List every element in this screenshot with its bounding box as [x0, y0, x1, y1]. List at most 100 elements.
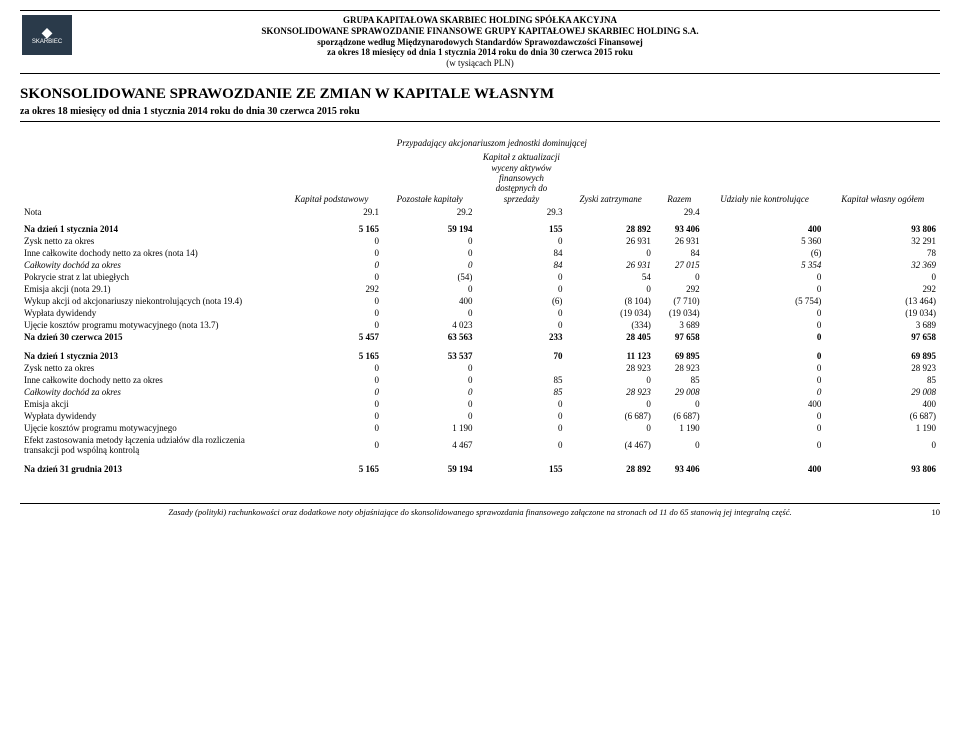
cell: 0: [704, 331, 826, 343]
cell: 0: [566, 374, 654, 386]
table-row: Ujęcie kosztów programu motywacyjnego (n…: [20, 319, 940, 331]
table-row: Na dzień 30 czerwca 20155 45763 56323328…: [20, 331, 940, 343]
row-label: Na dzień 1 stycznia 2013: [20, 343, 280, 362]
cell: 5 360: [704, 235, 826, 247]
cell: 26 931: [566, 259, 654, 271]
cell: 27 015: [655, 259, 704, 271]
row-label: Wypłata dywidendy: [20, 410, 280, 422]
cell: 85: [655, 374, 704, 386]
cell: 0: [655, 398, 704, 410]
cell: 0: [383, 307, 476, 319]
col-zyski: Zyski zatrzymane: [566, 150, 654, 206]
cell: 292: [280, 283, 383, 295]
cell: 0: [566, 283, 654, 295]
cell: 32 291: [825, 235, 940, 247]
cell: 4 023: [383, 319, 476, 331]
cell: 0: [704, 410, 826, 422]
cell: 0: [704, 283, 826, 295]
cell: 97 658: [825, 331, 940, 343]
cell: 400: [825, 398, 940, 410]
cell: 5 457: [280, 331, 383, 343]
cell: 5 354: [704, 259, 826, 271]
cell: 233: [476, 331, 566, 343]
cell: (19 034): [655, 307, 704, 319]
cell: 0: [476, 319, 566, 331]
cell: 0: [704, 343, 826, 362]
cell: (8 104): [566, 295, 654, 307]
subtitle: za okres 18 miesięcy od dnia 1 stycznia …: [20, 106, 940, 122]
cell: 1 190: [655, 422, 704, 434]
cell: 84: [476, 259, 566, 271]
cell: 0: [655, 271, 704, 283]
table-row: Całkowity dochód za okres008426 93127 01…: [20, 259, 940, 271]
col-razem: Razem: [655, 150, 704, 206]
cell: 0: [280, 374, 383, 386]
table-row: Całkowity dochód za okres008528 92329 00…: [20, 386, 940, 398]
cell: 84: [476, 247, 566, 259]
cell: 69 895: [655, 343, 704, 362]
cell: 54: [566, 271, 654, 283]
cell: 1 190: [383, 422, 476, 434]
cell: 3 689: [825, 319, 940, 331]
cell: 0: [566, 398, 654, 410]
col-span-dom: Przypadający akcjonariuszom jednostki do…: [280, 136, 704, 150]
cell: 28 923: [825, 362, 940, 374]
cell: 0: [476, 398, 566, 410]
table-row: Zysk netto za okres00026 93126 9315 3603…: [20, 235, 940, 247]
row-label: Zysk netto za okres: [20, 362, 280, 374]
cell: 29 008: [655, 386, 704, 398]
cell: 69 895: [825, 343, 940, 362]
cell: (4 467): [566, 434, 654, 456]
cell: 0: [825, 271, 940, 283]
cell: 0: [704, 386, 826, 398]
nota-label: Nota: [20, 206, 280, 223]
row-label: Na dzień 30 czerwca 2015: [20, 331, 280, 343]
cell: 0: [476, 271, 566, 283]
cell: 0: [566, 247, 654, 259]
page-number: 10: [932, 507, 941, 517]
header-rule: [20, 73, 940, 74]
table-row: Wypłata dywidendy000(6 687)(6 687)0(6 68…: [20, 410, 940, 422]
cell: (13 464): [825, 295, 940, 307]
row-label: Zysk netto za okres: [20, 235, 280, 247]
cell: 59 194: [383, 223, 476, 235]
cell: 400: [704, 456, 826, 475]
cell: 0: [280, 307, 383, 319]
cell: (6): [476, 295, 566, 307]
row-label: Na dzień 1 stycznia 2014: [20, 223, 280, 235]
col-kapital-podst: Kapitał podstawowy: [280, 150, 383, 206]
cell: 0: [476, 410, 566, 422]
table-row: Pokrycie strat z lat ubiegłych0(54)05400…: [20, 271, 940, 283]
cell: 155: [476, 223, 566, 235]
cell: (334): [566, 319, 654, 331]
cell: 292: [655, 283, 704, 295]
row-label: Emisja akcji: [20, 398, 280, 410]
table-row: Wykup akcji od akcjonariuszy niekontrolu…: [20, 295, 940, 307]
footer-text: Zasady (polityki) rachunkowości oraz dod…: [168, 507, 791, 517]
equity-table: Przypadający akcjonariuszom jednostki do…: [20, 136, 940, 475]
cell: 0: [655, 434, 704, 456]
row-label: Efekt zastosowania metody łączenia udzia…: [20, 434, 280, 456]
cell: 0: [280, 362, 383, 374]
cell: 0: [280, 235, 383, 247]
logo: ◆ SKARBIEC: [22, 15, 72, 55]
cell: 0: [280, 319, 383, 331]
footer: Zasady (polityki) rachunkowości oraz dod…: [20, 503, 940, 517]
cell: 59 194: [383, 456, 476, 475]
row-label: Na dzień 31 grudnia 2013: [20, 456, 280, 475]
cell: 0: [704, 434, 826, 456]
cell: (6 687): [825, 410, 940, 422]
table-row: Emisja akcji00000400400: [20, 398, 940, 410]
cell: 78: [825, 247, 940, 259]
cell: 85: [476, 374, 566, 386]
cell: 0: [280, 295, 383, 307]
row-label: Pokrycie strat z lat ubiegłych: [20, 271, 280, 283]
cell: 0: [476, 235, 566, 247]
cell: 0: [383, 247, 476, 259]
cell: 32 369: [825, 259, 940, 271]
cell: 400: [383, 295, 476, 307]
cell: (7 710): [655, 295, 704, 307]
cell: (54): [383, 271, 476, 283]
section-2014: Na dzień 1 stycznia 20145 16559 19415528…: [20, 223, 940, 343]
table-row: Zysk netto za okres0028 92328 923028 923: [20, 362, 940, 374]
